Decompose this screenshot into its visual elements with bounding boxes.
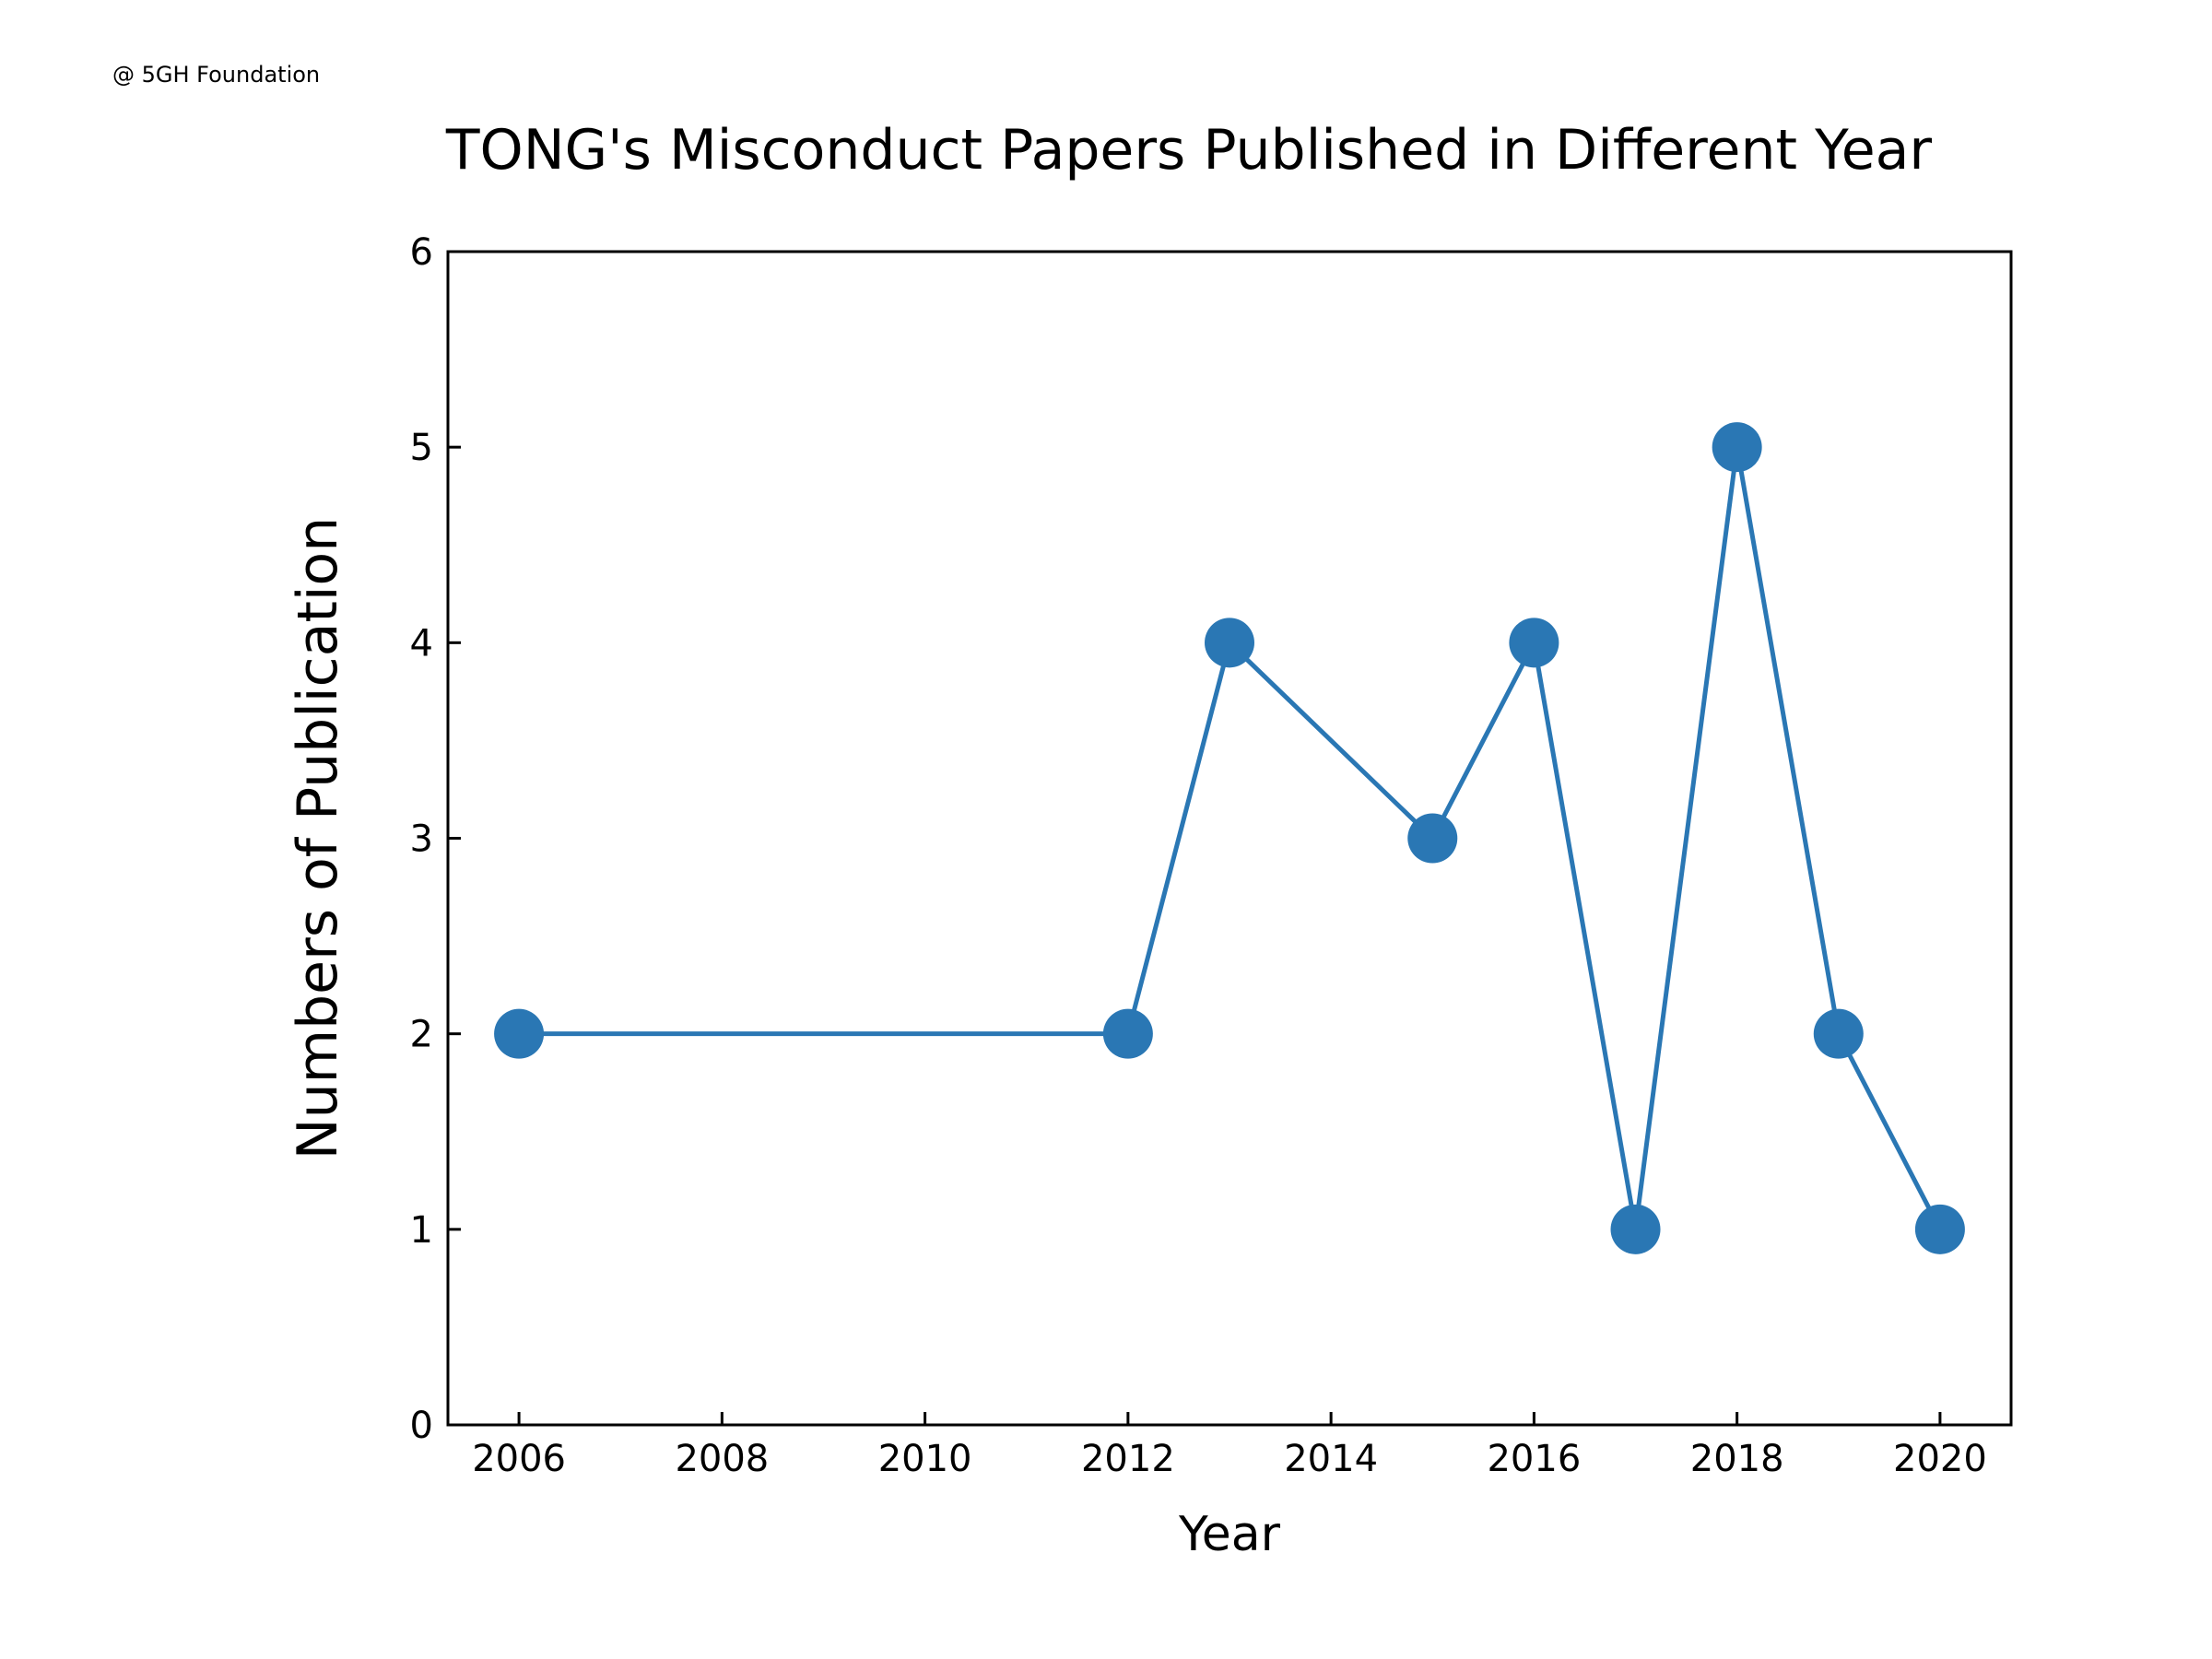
chart-title: TONG's Misconduct Papers Published in Di… — [445, 118, 1933, 182]
data-point — [1813, 1008, 1864, 1059]
x-tick-label: 2018 — [1690, 1438, 1784, 1480]
x-tick-label: 2014 — [1284, 1438, 1378, 1480]
series-line — [519, 444, 1943, 1232]
data-point — [1205, 618, 1254, 668]
data-point — [1509, 618, 1559, 668]
y-tick-label: 5 — [410, 427, 433, 469]
y-axis: 0 1 2 3 4 5 6 — [410, 231, 461, 1447]
data-point — [1914, 1204, 1965, 1254]
y-axis-title: Numbers of Publication — [286, 517, 350, 1160]
x-tick-label: 2012 — [1081, 1438, 1175, 1480]
x-axis-title: Year — [1178, 1507, 1281, 1562]
data-point — [1712, 422, 1762, 473]
x-tick-label: 2020 — [1893, 1438, 1987, 1480]
y-tick-label: 2 — [410, 1014, 433, 1056]
data-point — [1102, 1008, 1153, 1059]
plot-area — [494, 422, 1965, 1254]
x-tick-label: 2006 — [472, 1438, 566, 1480]
x-tick-label: 2008 — [675, 1438, 769, 1480]
x-tick-label: 2016 — [1487, 1438, 1581, 1480]
x-tick-label: 2010 — [878, 1438, 972, 1480]
y-tick-label: 0 — [410, 1405, 433, 1447]
data-point — [1610, 1204, 1661, 1254]
y-tick-label: 3 — [410, 818, 433, 861]
y-tick-label: 4 — [410, 622, 433, 665]
watermark-text: @ 5GH Foundation — [112, 62, 321, 88]
data-point — [1407, 813, 1458, 864]
x-axis: 2006 2008 2010 2012 2014 2016 2018 2020 — [472, 1412, 1987, 1480]
y-tick-label: 1 — [410, 1209, 433, 1252]
plot-frame — [446, 250, 2013, 1427]
y-tick-label: 6 — [410, 231, 433, 274]
data-point — [494, 1008, 545, 1059]
